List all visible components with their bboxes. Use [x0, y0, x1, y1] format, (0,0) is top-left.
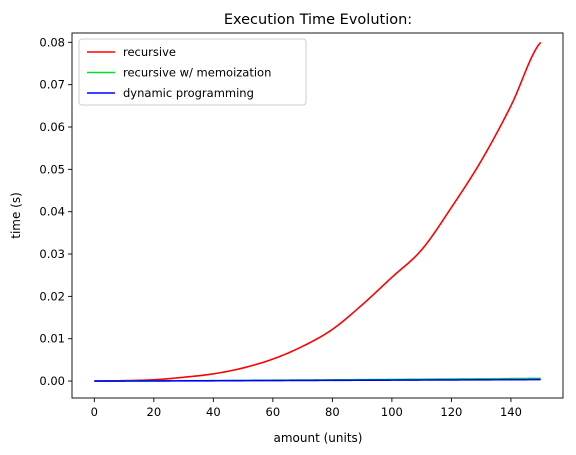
- y-tick-label: 0.05: [39, 162, 65, 176]
- y-tick-label: 0.08: [39, 35, 65, 49]
- x-tick-label: 80: [325, 405, 340, 419]
- y-tick-label: 0.02: [39, 289, 65, 303]
- legend-label: recursive: [123, 45, 176, 59]
- legend-box: [78, 38, 307, 106]
- plot-frame: [71, 32, 564, 399]
- x-axis-ticks: 0 20 40 60 80 100 120 140: [91, 398, 522, 419]
- y-tick-label: 0.07: [39, 78, 65, 92]
- legend-label: recursive w/ memoization: [123, 66, 271, 80]
- x-tick-label: 40: [206, 405, 221, 419]
- y-axis-ticks: 0.00 0.01 0.02 0.03 0.04 0.05 0.06 0.07 0.08: [39, 35, 72, 388]
- y-tick-label: 0.04: [39, 205, 65, 219]
- x-tick-label: 120: [440, 405, 462, 419]
- x-tick-label: 60: [266, 405, 281, 419]
- y-tick-label: 0.03: [39, 247, 65, 261]
- series-lines: [94, 41, 542, 382]
- series-line-0: [94, 41, 542, 382]
- y-axis-label: time (s): [9, 192, 23, 239]
- x-tick-label: 0: [91, 405, 98, 419]
- series-line-2: [94, 378, 541, 382]
- y-tick-label: 0.00: [39, 374, 65, 388]
- x-axis-label: amount (units): [274, 431, 363, 445]
- legend: recursive recursive w/ memoization dynamic…: [78, 38, 307, 106]
- x-tick-label: 20: [147, 405, 162, 419]
- x-tick-label: 100: [381, 405, 403, 419]
- chart-title: Execution Time Evolution:: [224, 12, 412, 28]
- y-tick-label: 0.01: [39, 332, 65, 346]
- y-tick-label: 0.06: [39, 120, 65, 134]
- legend-label: dynamic programming: [123, 86, 254, 100]
- x-tick-label: 140: [500, 405, 522, 419]
